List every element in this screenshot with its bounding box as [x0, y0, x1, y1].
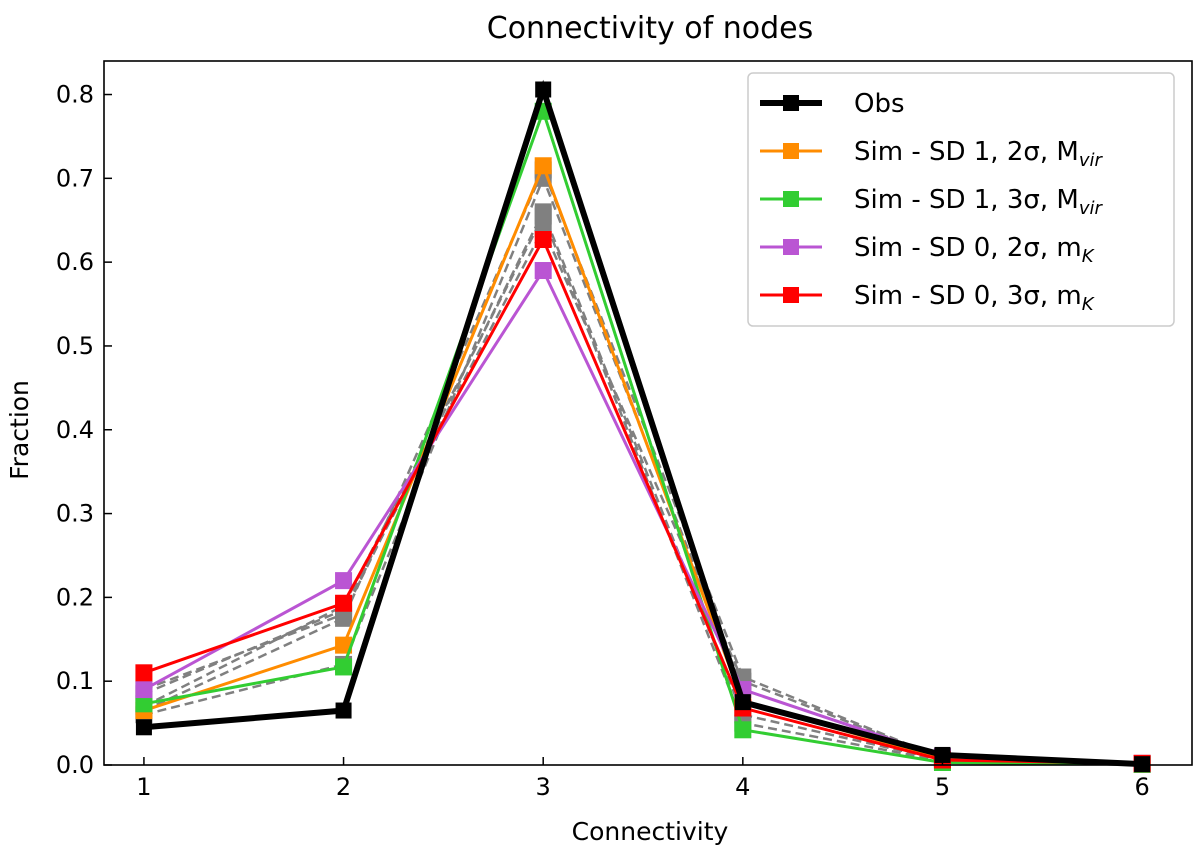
x-axis-title: Connectivity: [572, 817, 729, 846]
y-axis-title: Fraction: [5, 380, 34, 480]
series-7-point-2: [335, 572, 353, 590]
series-6-point-4: [734, 721, 752, 739]
y-tick-label-2: 0.2: [56, 583, 94, 611]
legend: Obs Sim - SD 1, 2σ, Mvir Sim - SD 1, 3σ, M…: [747, 72, 1175, 327]
x-tick-label-6: 6: [1134, 773, 1149, 801]
legend-entry-0: Obs: [760, 89, 905, 119]
series-8-point-3: [534, 231, 552, 249]
chart-title: Connectivity of nodes: [487, 11, 813, 46]
legend-entry-1: Sim - SD 1, 2σ, Mvir: [760, 137, 1103, 171]
series-line-7: [143, 267, 1143, 765]
series-7-point-1: [135, 681, 153, 699]
series-5-point-3: [534, 157, 552, 175]
series-7: [135, 262, 1151, 772]
series-line-6: [143, 106, 1143, 766]
series-3-point-3: [534, 203, 552, 221]
series-line-8: [143, 236, 1143, 765]
legend-marker-1: [783, 143, 799, 159]
x-tick-label-1: 1: [136, 773, 151, 801]
y-tick-label-6: 0.6: [56, 248, 94, 276]
legend-entry-4: Sim - SD 0, 3σ, mK: [760, 281, 1095, 315]
legend-marker-0: [783, 95, 799, 111]
legend-label-2: Sim - SD 1, 3σ, Mvir: [854, 185, 1103, 219]
series-5-point-2: [335, 636, 353, 654]
y-tick-label-7: 0.7: [56, 164, 94, 192]
series-9-point-3: [535, 81, 552, 98]
series-6-point-2: [335, 658, 353, 676]
series-line-9: [143, 79, 1143, 768]
series-9-point-1: [135, 719, 152, 736]
y-tick-label-3: 0.3: [56, 500, 94, 528]
series-8-point-1: [135, 664, 153, 682]
x-tick-label-4: 4: [735, 773, 750, 801]
y-tick-label-1: 0.1: [56, 667, 94, 695]
x-tick-label-3: 3: [536, 773, 551, 801]
legend-marker-2: [783, 191, 799, 207]
series-7-point-3: [534, 262, 552, 280]
series-9-point-4: [734, 694, 751, 711]
series-9-point-2: [335, 702, 352, 719]
y-tick-label-5: 0.5: [56, 332, 94, 360]
y-tick-label-8: 0.8: [56, 81, 94, 109]
legend-entry-3: Sim - SD 0, 2σ, mK: [760, 233, 1095, 267]
series-8-point-2: [335, 594, 353, 612]
legend-label-1: Sim - SD 1, 2σ, Mvir: [854, 137, 1103, 171]
series-6-point-1: [135, 695, 153, 713]
series-9-point-5: [934, 746, 951, 763]
legend-box: [747, 72, 1175, 327]
x-tick-label-2: 2: [336, 773, 351, 801]
legend-marker-4: [783, 287, 799, 303]
y-tick-label-0: 0.0: [56, 751, 94, 779]
legend-entry-2: Sim - SD 1, 3σ, Mvir: [760, 185, 1103, 219]
legend-label-3: Sim - SD 0, 2σ, mK: [854, 233, 1095, 267]
x-tick-label-5: 5: [935, 773, 950, 801]
plot-frame: [103, 60, 1193, 766]
legend-label-4: Sim - SD 0, 3σ, mK: [854, 281, 1095, 315]
y-tick-label-4: 0.4: [56, 416, 94, 444]
legend-marker-3: [783, 239, 799, 255]
ticks-layer: 1 2 3 4 5 6 0.0 0.1 0.2 0.3 0.4 0.5 0.6 0.7 0.8: [56, 81, 1150, 801]
series-9: [135, 79, 1151, 773]
legend-label-0: Obs: [854, 89, 905, 119]
